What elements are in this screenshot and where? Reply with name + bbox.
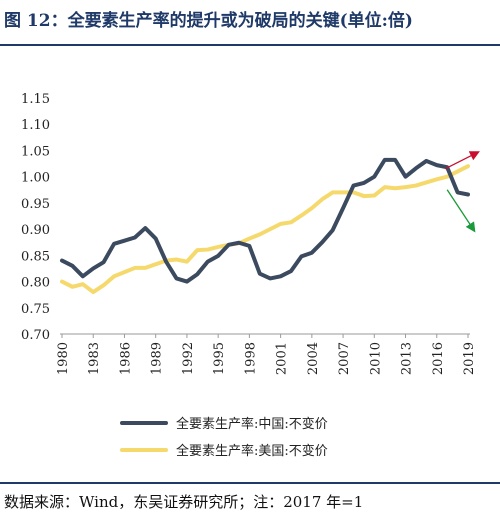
legend-label-usa: 全要素生产率:美国:不变价 — [176, 443, 328, 459]
y-tick-label: 0.90 — [21, 223, 50, 238]
annotation-layer — [444, 151, 480, 233]
x-tick-label: 2007 — [337, 342, 352, 375]
x-tick-label: 1992 — [181, 342, 196, 375]
series-line-usa — [60, 164, 470, 295]
x-tick-label: 2001 — [275, 342, 290, 375]
y-tick-label: 0.70 — [21, 328, 50, 343]
x-tick-label: 2013 — [400, 342, 415, 375]
series-line-china — [60, 157, 470, 284]
x-tick-label: 2019 — [462, 342, 477, 375]
y-tick-label: 1.05 — [21, 144, 50, 159]
x-tick-label: 1989 — [150, 342, 165, 375]
source-note: 数据来源：Wind，东吴证券研究所；注：2017 年=1 — [4, 493, 364, 511]
legend-label-china: 全要素生产率:中国:不变价 — [176, 416, 328, 432]
x-tick-label: 2016 — [431, 342, 446, 375]
bottom-rule — [0, 482, 500, 484]
x-tick-label: 1983 — [87, 342, 102, 375]
y-tick-label: 1.15 — [21, 92, 50, 107]
top-rule — [0, 44, 500, 46]
x-tick-label: 1986 — [118, 342, 133, 375]
x-axis: 1980 1983 1986 1989 1992 1995 1998 2001 2004 2007… — [56, 333, 477, 375]
tfp-line-chart: 0.70 0.75 0.80 0.85 0.90 0.95 1.00 1.05 1.10 1.15… — [21, 92, 480, 459]
x-tick-label: 1995 — [212, 342, 227, 375]
y-tick-label: 0.75 — [21, 302, 50, 317]
series-layer — [60, 157, 470, 295]
arrow-down-annotation — [446, 189, 476, 233]
arrow-up-annotation — [444, 151, 480, 170]
y-tick-label: 1.10 — [21, 118, 50, 133]
x-tick-label: 1998 — [243, 342, 258, 375]
x-tick-label: 2004 — [306, 342, 321, 375]
y-tick-label: 0.95 — [21, 197, 50, 212]
x-tick-label: 1980 — [56, 342, 71, 375]
figure-title: 图 12：全要素生产率的提升或为破局的关键(单位:倍) — [4, 11, 413, 31]
x-tick-label: 2010 — [368, 342, 383, 375]
y-tick-label: 1.00 — [21, 171, 50, 186]
y-axis: 0.70 0.75 0.80 0.85 0.90 0.95 1.00 1.05 1.10 1.15 — [21, 92, 50, 343]
y-tick-label: 0.80 — [21, 276, 50, 291]
y-tick-label: 0.85 — [21, 249, 50, 264]
